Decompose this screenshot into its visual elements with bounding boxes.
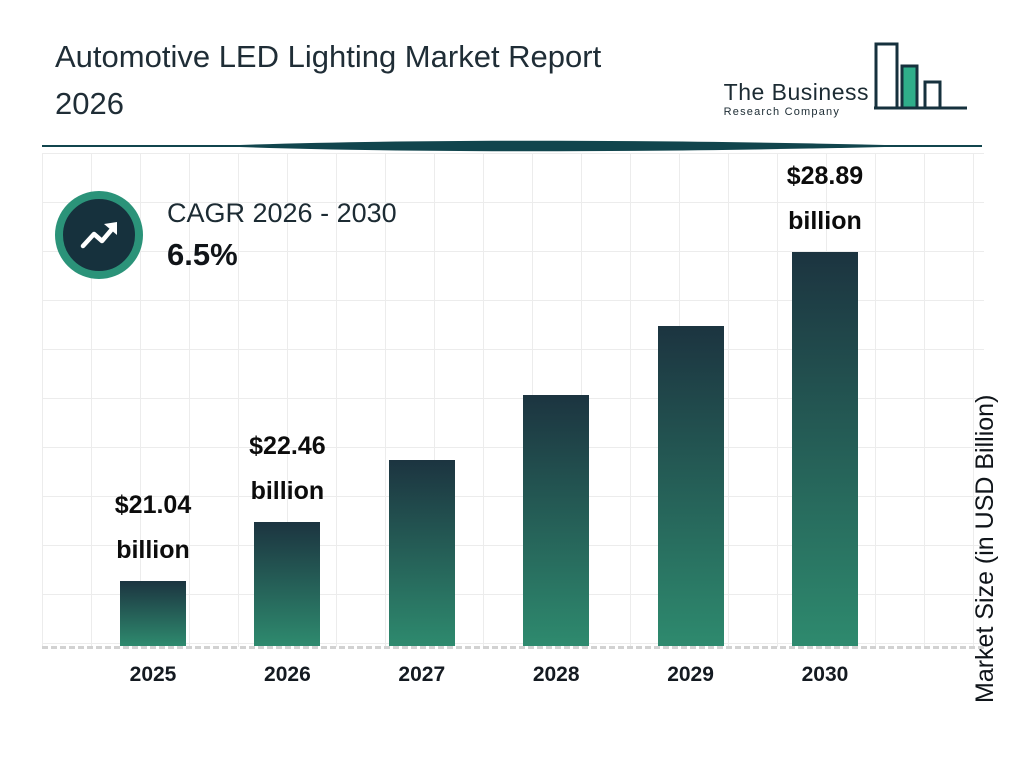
bar-2026 [254,522,321,646]
bar-2030 [791,252,858,646]
bar-2025 [120,581,186,646]
x-axis-label-2027: 2027 [398,663,446,686]
company-logo: The Business Research Company [724,40,969,118]
bar-column-2030: $28.89 billion [764,154,886,646]
cagr-text: CAGR 2026 - 2030 6.5% [167,198,397,273]
baseline [42,646,984,649]
divider [42,140,982,152]
page-title-line1: Automotive LED Lighting Market Report [55,39,602,74]
bar-value-label-2030: $28.89 billion [786,162,864,235]
bar-column-2028 [495,395,617,646]
company-logo-text: The Business Research Company [724,79,869,118]
trend-up-icon [55,191,143,279]
company-name: The Business [723,79,869,105]
x-axis-label-2030: 2030 [801,663,849,686]
bar-2028 [523,395,590,646]
bar-2027 [388,460,455,646]
bar-value-label-2026: $22.46 billion [249,432,326,505]
bars-row: $21.04 billion $22.46 billion $28.89 billion [92,153,886,646]
x-axis-label-2029: 2029 [667,663,714,686]
page-title-line2: 2026 [55,85,124,121]
x-axis-labels: 2025 2026 2027 2028 2029 2030 [92,663,886,687]
cagr-label: CAGR 2026 - 2030 [167,197,397,228]
header: Automotive LED Lighting Market Report 20… [0,0,1024,127]
bar-column-2027 [361,460,483,646]
bar-2029 [657,326,724,646]
chart-area: CAGR 2026 - 2030 6.5% Market Size (in US… [0,153,1024,751]
x-axis-label-2025: 2025 [129,663,177,686]
bar-column-2025: $21.04 billion [92,483,214,646]
x-axis-label-2028: 2028 [532,663,580,686]
page-title: Automotive LED Lighting Market Report 20… [55,34,601,127]
bar-value-label-2025: $21.04 billion [114,491,192,564]
company-subname: Research Company [723,106,841,118]
logo-bars-icon [874,42,967,110]
x-axis-label-2026: 2026 [264,663,311,686]
bar-column-2026: $22.46 billion [226,424,348,646]
cagr-value: 6.5% [167,236,238,272]
bar-column-2029 [630,326,752,646]
y-axis-label: Market Size (in USD Billion) [971,394,999,703]
cagr-badge: CAGR 2026 - 2030 6.5% [55,191,397,279]
